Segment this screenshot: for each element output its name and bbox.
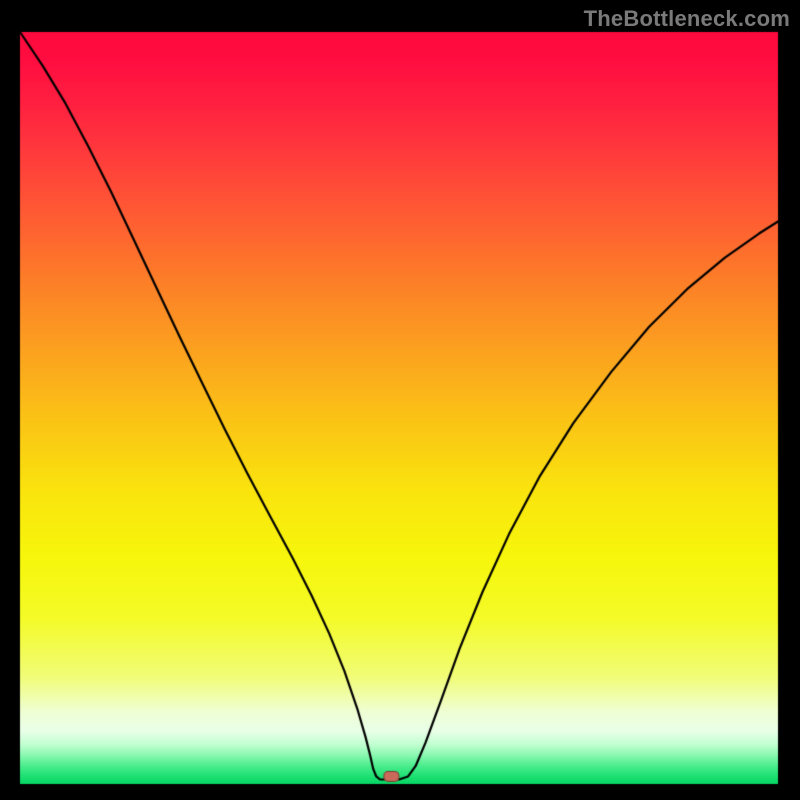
watermark-text: TheBottleneck.com <box>584 6 790 32</box>
chart-stage: { "canvas": { "width": 800, "height": 80… <box>0 0 800 800</box>
bottleneck-chart-canvas <box>0 0 800 800</box>
